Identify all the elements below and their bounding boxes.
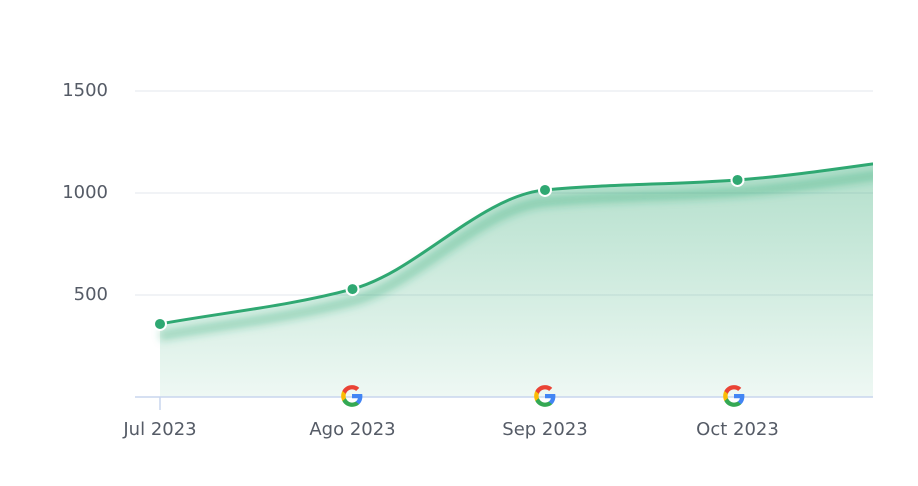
y-tick-label: 1500 [62, 80, 108, 101]
y-tick-label: 500 [74, 284, 108, 305]
x-tick-label: Ago 2023 [309, 419, 395, 440]
y-tick-label: 1000 [62, 182, 108, 203]
point [153, 316, 167, 331]
line-shadow [159, 170, 873, 341]
x-tick-label: Sep 2023 [502, 419, 587, 440]
plot-area [159, 162, 873, 397]
labels: 500 1000 1500 Jul 2023 Ago 2023 Sep 2023 Oct 2… [62, 80, 779, 440]
x-tick-label: Oct 2023 [696, 419, 779, 440]
area-fill [160, 163, 873, 397]
x-tick-label: Jul 2023 [122, 419, 196, 440]
points [153, 172, 745, 331]
point [538, 182, 552, 197]
point [345, 282, 360, 297]
point [730, 172, 745, 187]
